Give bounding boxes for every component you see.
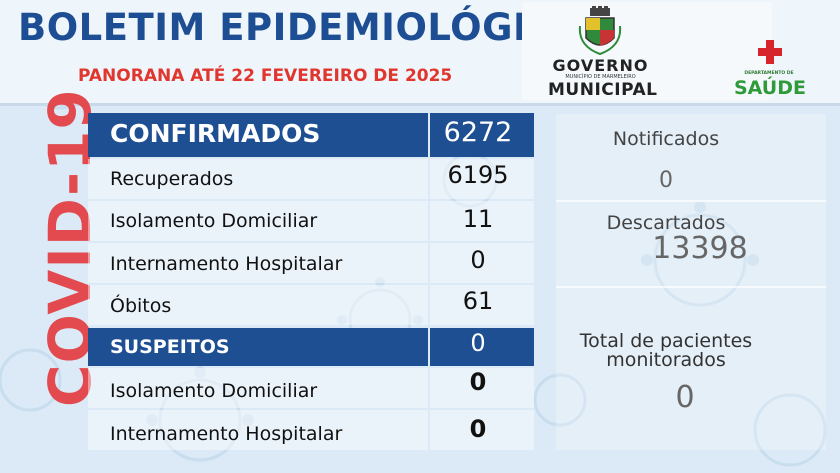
saude-logo: DEPARTAMENTO DE SAÚDE <box>734 40 806 102</box>
internamento-label: Internamento Hospitalar <box>110 253 343 275</box>
summary-divider-2 <box>556 286 826 288</box>
header-divider <box>0 103 840 106</box>
susp-internamento-value: 0 <box>469 415 487 443</box>
row-susp-isolamento: Isolamento Domiciliar 0 <box>88 368 534 408</box>
monitorados-label-2: monitorados <box>606 349 726 371</box>
row-obitos: Óbitos 61 <box>88 285 534 325</box>
crest-icon <box>578 6 622 56</box>
gov-logo-line1: GOVERNO <box>552 56 649 75</box>
summary-divider-1 <box>556 200 826 202</box>
summary-panel <box>556 114 826 450</box>
page-subtitle: PANORANA ATÉ 22 FEVEREIRO DE 2025 <box>78 66 453 86</box>
confirmados-value: 6272 <box>443 117 513 148</box>
saude-name-label: SAÚDE <box>734 77 806 99</box>
obitos-label: Óbitos <box>110 295 172 317</box>
monitorados-value: 0 <box>675 380 695 415</box>
saude-dept-label: DEPARTAMENTO DE <box>744 71 794 76</box>
suspeitos-label: SUSPEITOS <box>110 336 230 358</box>
government-logo: GOVERNO MUNICÍPIO DE MARMELEIRO MUNICIPA… <box>548 6 658 102</box>
gov-logo-line2: MUNICÍPIO DE MARMELEIRO <box>565 74 636 80</box>
gov-logo-line3: MUNICIPAL <box>548 80 658 100</box>
red-cross-icon <box>758 40 782 64</box>
notificados-label: Notificados <box>612 128 720 150</box>
suspeitos-value: 0 <box>470 329 486 357</box>
row-susp-internamento: Internamento Hospitalar 0 <box>88 410 534 450</box>
logo-panel <box>522 2 772 100</box>
recuperados-label: Recuperados <box>110 168 234 190</box>
monitorados-label-1: Total de pacientes <box>579 330 753 352</box>
obitos-value: 61 <box>462 287 494 315</box>
row-confirmados: CONFIRMADOS 6272 <box>88 113 534 157</box>
row-isolamento: Isolamento Domiciliar 11 <box>88 201 534 241</box>
susp-isolamento-value: 0 <box>469 368 487 396</box>
notificados-value: 0 <box>659 168 673 193</box>
descartados-value: 13398 <box>652 231 748 266</box>
row-internamento: Internamento Hospitalar 0 <box>88 243 534 283</box>
susp-internamento-label: Internamento Hospitalar <box>110 423 343 445</box>
isolamento-value: 11 <box>462 205 494 233</box>
isolamento-label: Isolamento Domiciliar <box>110 210 318 232</box>
confirmados-label: CONFIRMADOS <box>110 119 321 148</box>
susp-isolamento-label: Isolamento Domiciliar <box>110 380 318 402</box>
recuperados-value: 6195 <box>447 161 509 189</box>
page-title: BOLETIM EPIDEMIOLÓGICO <box>18 6 587 49</box>
internamento-value: 0 <box>470 246 486 274</box>
row-suspeitos: SUSPEITOS 0 <box>88 328 534 366</box>
descartados-label: Descartados <box>606 212 726 234</box>
row-recuperados: Recuperados 6195 <box>88 159 534 199</box>
